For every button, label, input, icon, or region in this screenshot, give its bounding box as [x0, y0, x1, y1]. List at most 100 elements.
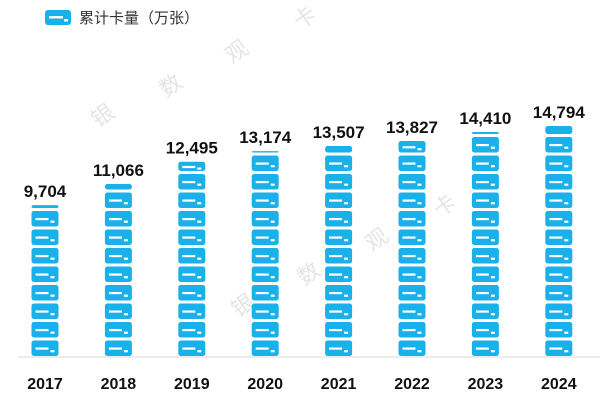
x-tick-2017: 2017: [27, 376, 63, 393]
value-labels: 9,704 11,066 12,495 13,174 13,507 13,827 14,41…: [24, 103, 586, 201]
value-label-2023: 14,410: [459, 109, 511, 128]
bar-card: [31, 205, 59, 208]
watermark-2-char-4: 卡: [429, 190, 461, 223]
x-axis-tick-labels: 2017 2018 2019 2020 2021 2022 2023 2024: [27, 376, 576, 393]
bar-card: [104, 192, 132, 208]
bar-card: [545, 192, 573, 208]
legend-label: 累计卡量（万张）: [79, 9, 199, 27]
bar-2022: [398, 141, 426, 356]
bar-card: [325, 155, 353, 171]
bar-card: [178, 192, 206, 208]
bar-card: [104, 340, 132, 356]
bar-card: [325, 322, 353, 338]
bar-card: [545, 248, 573, 264]
watermark-2-char-3: 观: [361, 224, 393, 257]
bar-card: [325, 285, 353, 301]
bar-card: [251, 285, 279, 301]
bar-card: [104, 322, 132, 338]
bar-card: [545, 322, 573, 338]
bar-card: [325, 211, 353, 227]
bar-card: [178, 174, 206, 190]
bar-card: [251, 151, 279, 153]
bar-card: [471, 211, 499, 227]
bar-card: [545, 126, 573, 134]
bar-2017: [31, 205, 59, 356]
bar-card: [251, 211, 279, 227]
bar-card: [325, 340, 353, 356]
bar-card: [31, 211, 59, 227]
bar-card: [325, 146, 353, 153]
bar-card: [104, 183, 132, 190]
value-label-2019: 12,495: [166, 139, 218, 158]
bar-card: [398, 155, 426, 171]
bar-card: [31, 340, 59, 356]
x-tick-2022: 2022: [394, 376, 430, 393]
watermark-1-char-1: 银: [87, 100, 119, 133]
bar-card: [398, 322, 426, 338]
bar-card: [178, 248, 206, 264]
bar-card: [545, 229, 573, 245]
bar-2020: [251, 151, 279, 356]
bar-card: [471, 266, 499, 282]
bar-card: [325, 248, 353, 264]
bar-card: [251, 322, 279, 338]
bar-card: [251, 229, 279, 245]
bar-2023: [471, 131, 499, 356]
bar-card: [178, 161, 206, 171]
bar-card: [545, 285, 573, 301]
bar-card: [178, 303, 206, 319]
bar-card: [178, 229, 206, 245]
bar-card: [31, 303, 59, 319]
watermark-1-char-3: 观: [221, 36, 253, 69]
value-label-2018: 11,066: [93, 161, 144, 180]
watermark-1-char-4: 卡: [289, 2, 321, 35]
x-tick-2018: 2018: [101, 376, 137, 393]
bar-2019: [178, 161, 206, 356]
bar-card: [178, 340, 206, 356]
legend: 累计卡量（万张）: [45, 9, 199, 27]
value-label-2021: 13,507: [313, 123, 365, 142]
bar-card: [471, 174, 499, 190]
value-label-2022: 13,827: [386, 118, 438, 137]
bar-card: [31, 248, 59, 264]
bar-card: [325, 229, 353, 245]
bar-card: [545, 211, 573, 227]
legend-card-icon: [45, 10, 71, 25]
bar-card: [31, 229, 59, 245]
bar-card: [325, 303, 353, 319]
bar-card: [545, 174, 573, 190]
bar-card: [398, 211, 426, 227]
bar-card: [471, 192, 499, 208]
bar-card: [545, 303, 573, 319]
bar-card: [325, 192, 353, 208]
x-tick-2023: 2023: [468, 376, 504, 393]
bar-card: [545, 155, 573, 171]
bar-card: [178, 285, 206, 301]
bar-card: [104, 248, 132, 264]
bar-card: [31, 266, 59, 282]
bar-card: [31, 285, 59, 301]
bar-card: [471, 229, 499, 245]
x-tick-2021: 2021: [321, 376, 357, 393]
x-tick-2024: 2024: [541, 376, 577, 393]
bar-card: [178, 322, 206, 338]
bar-2021: [325, 146, 353, 356]
bar-card: [398, 174, 426, 190]
bar-card: [251, 174, 279, 190]
bar-card: [251, 155, 279, 171]
bar-2018: [104, 183, 132, 356]
value-label-2020: 13,174: [239, 128, 292, 147]
bar-card: [104, 303, 132, 319]
bar-card: [104, 266, 132, 282]
bar-card: [398, 340, 426, 356]
watermark-2-char-2: 数: [293, 258, 325, 291]
bar-card: [471, 248, 499, 264]
value-label-2017: 9,704: [24, 182, 67, 201]
bar-card: [251, 303, 279, 319]
bar-card: [471, 285, 499, 301]
bar-card: [398, 285, 426, 301]
bar-card: [398, 192, 426, 208]
bar-card: [398, 141, 426, 153]
x-tick-2020: 2020: [247, 376, 283, 393]
